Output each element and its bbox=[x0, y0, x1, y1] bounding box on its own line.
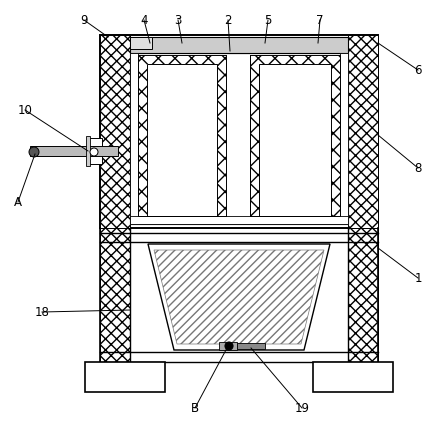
Polygon shape bbox=[148, 244, 330, 350]
Bar bbox=[130, 37, 348, 53]
Circle shape bbox=[29, 147, 39, 157]
Bar bbox=[259, 64, 331, 216]
Bar bbox=[237, 343, 265, 349]
Bar bbox=[348, 35, 378, 228]
Bar bbox=[226, 55, 250, 216]
Text: 1: 1 bbox=[414, 272, 422, 285]
Text: 2: 2 bbox=[224, 14, 232, 27]
Polygon shape bbox=[154, 250, 324, 344]
Text: 3: 3 bbox=[174, 14, 182, 27]
Text: A: A bbox=[14, 195, 22, 209]
Text: 7: 7 bbox=[316, 14, 324, 27]
Text: 9: 9 bbox=[80, 14, 88, 27]
Text: 8: 8 bbox=[414, 162, 422, 175]
Text: 6: 6 bbox=[414, 63, 422, 77]
Bar bbox=[138, 55, 226, 216]
Bar bbox=[100, 35, 130, 228]
Text: 19: 19 bbox=[295, 401, 310, 415]
Bar bbox=[147, 64, 217, 216]
Bar bbox=[100, 228, 130, 362]
Text: 5: 5 bbox=[264, 14, 272, 27]
Bar bbox=[313, 362, 393, 392]
Bar bbox=[130, 37, 152, 49]
Bar bbox=[340, 53, 348, 224]
Bar bbox=[130, 53, 348, 224]
Bar bbox=[219, 342, 237, 350]
Bar bbox=[86, 136, 90, 166]
Circle shape bbox=[225, 342, 233, 350]
Circle shape bbox=[90, 148, 98, 156]
Text: 18: 18 bbox=[35, 305, 50, 319]
Text: B: B bbox=[191, 401, 199, 415]
Bar bbox=[130, 53, 138, 224]
Bar bbox=[348, 228, 378, 362]
Bar bbox=[259, 64, 331, 216]
Bar bbox=[85, 362, 165, 392]
Text: 4: 4 bbox=[140, 14, 148, 27]
Bar bbox=[88, 138, 102, 164]
Bar bbox=[250, 55, 340, 216]
Text: 10: 10 bbox=[18, 104, 32, 116]
Bar bbox=[100, 35, 378, 228]
Bar bbox=[147, 64, 217, 216]
Bar bbox=[130, 216, 348, 224]
Bar bbox=[30, 146, 118, 156]
